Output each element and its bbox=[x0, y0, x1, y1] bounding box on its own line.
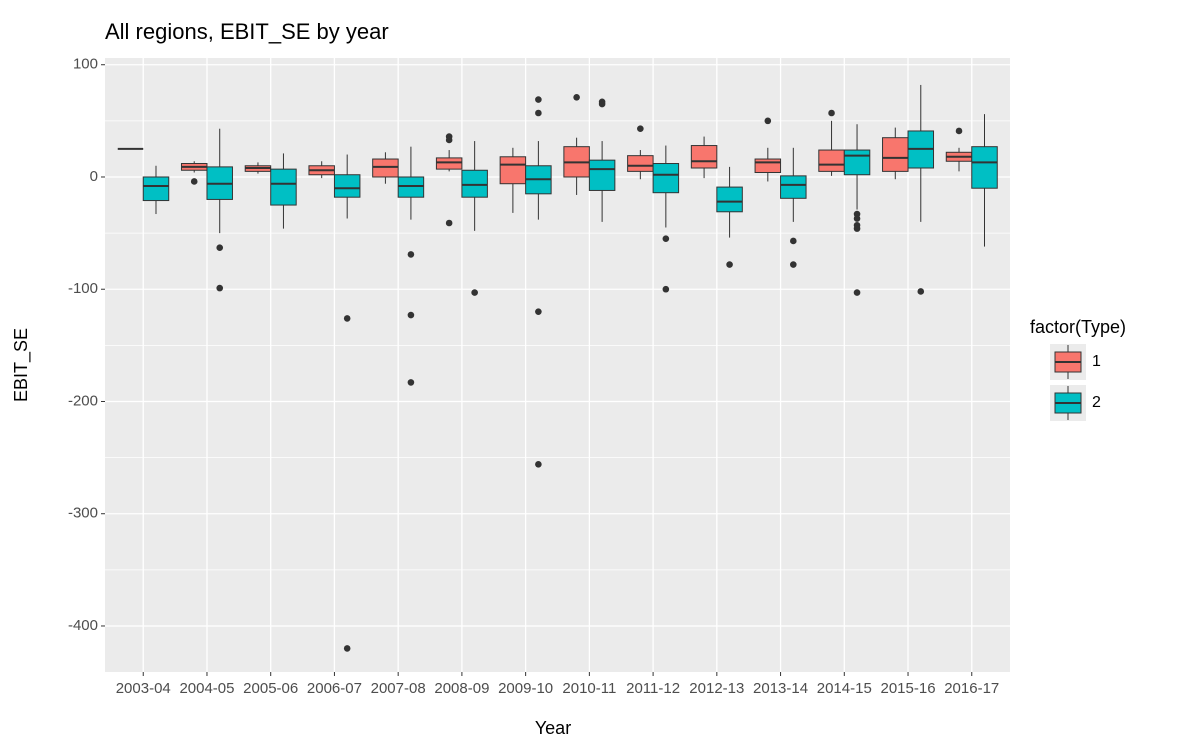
box bbox=[142, 176, 170, 202]
box bbox=[588, 159, 616, 191]
x-tick-label: 2004-05 bbox=[179, 680, 234, 697]
x-tick-label: 2011-12 bbox=[626, 680, 680, 697]
outlier bbox=[662, 235, 670, 243]
x-tick-label: 2003-04 bbox=[116, 680, 171, 697]
y-tick-label: 0 bbox=[90, 168, 98, 185]
box bbox=[882, 137, 909, 172]
box bbox=[652, 163, 680, 194]
legend-label: 2 bbox=[1092, 394, 1101, 411]
box bbox=[372, 158, 399, 178]
box bbox=[843, 149, 871, 176]
y-tick-label: -400 bbox=[68, 617, 98, 634]
outlier bbox=[535, 308, 542, 315]
outlier bbox=[535, 96, 542, 103]
box bbox=[333, 174, 361, 198]
box bbox=[716, 186, 743, 213]
outlier bbox=[637, 125, 644, 133]
box bbox=[627, 155, 654, 172]
outlier bbox=[407, 311, 415, 319]
x-tick-label: 2008-09 bbox=[434, 680, 489, 697]
x-tick-label: 2016-17 bbox=[944, 680, 999, 697]
y-axis-title: EBIT_SE bbox=[11, 328, 32, 402]
x-tick-label: 2006-07 bbox=[307, 680, 362, 697]
outlier bbox=[343, 645, 351, 652]
box bbox=[780, 175, 807, 199]
y-tick-label: 100 bbox=[73, 56, 98, 73]
y-tick-label: -100 bbox=[68, 280, 98, 297]
outlier bbox=[216, 244, 224, 252]
box bbox=[435, 157, 463, 170]
x-tick-label: 2014-15 bbox=[817, 680, 872, 697]
box bbox=[818, 149, 845, 172]
x-tick-label: 2005-06 bbox=[243, 680, 298, 697]
x-tick-label: 2013-14 bbox=[753, 680, 808, 697]
outlier bbox=[407, 379, 415, 386]
box bbox=[461, 169, 488, 198]
box bbox=[499, 156, 527, 185]
outlier bbox=[445, 136, 453, 144]
y-tick-label: -200 bbox=[68, 392, 98, 409]
outlier bbox=[535, 461, 542, 468]
x-tick-label: 2012-13 bbox=[689, 680, 744, 697]
legend-title: factor(Type) bbox=[1030, 317, 1126, 337]
outlier bbox=[535, 109, 542, 117]
outlier bbox=[917, 288, 925, 295]
x-tick-label: 2010-11 bbox=[562, 680, 616, 697]
outlier bbox=[343, 315, 351, 322]
outlier bbox=[764, 117, 772, 125]
outlier bbox=[216, 284, 224, 292]
box bbox=[690, 145, 718, 169]
x-tick-label: 2009-10 bbox=[498, 680, 553, 697]
outlier bbox=[445, 219, 453, 227]
outlier bbox=[790, 261, 797, 268]
x-tick-label: 2015-16 bbox=[880, 680, 935, 697]
outlier bbox=[828, 109, 835, 117]
outlier bbox=[190, 178, 198, 185]
outlier bbox=[407, 251, 415, 258]
x-tick-label: 2007-08 bbox=[371, 680, 426, 697]
outlier bbox=[955, 127, 963, 135]
x-axis-title: Year bbox=[535, 718, 571, 738]
panel bbox=[105, 58, 1010, 672]
chart-title: All regions, EBIT_SE by year bbox=[105, 19, 389, 44]
outlier bbox=[573, 93, 580, 101]
box bbox=[754, 158, 782, 173]
outlier bbox=[853, 289, 861, 296]
outlier bbox=[790, 237, 797, 245]
outlier bbox=[726, 261, 733, 268]
box bbox=[270, 168, 297, 206]
outlier bbox=[853, 215, 861, 222]
outlier bbox=[662, 285, 670, 293]
legend-label: 1 bbox=[1092, 353, 1101, 370]
box bbox=[971, 146, 998, 189]
y-tick-label: -300 bbox=[68, 505, 98, 522]
outlier bbox=[471, 289, 478, 296]
box bbox=[397, 176, 425, 198]
outlier bbox=[853, 225, 861, 232]
outlier bbox=[598, 100, 606, 108]
